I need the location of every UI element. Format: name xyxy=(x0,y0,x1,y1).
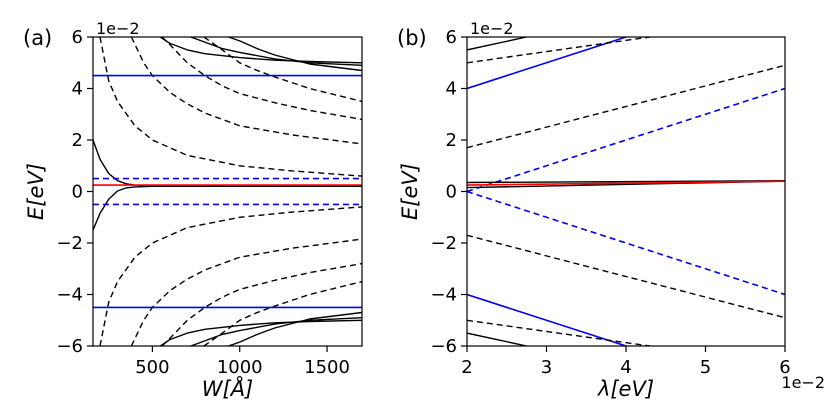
panel-a-x-tick-label: 500 xyxy=(135,357,169,378)
panel-b-frame xyxy=(466,36,786,347)
panel-b-label: (b) xyxy=(397,26,427,50)
panel-b-y-offset: 1e−2 xyxy=(470,19,514,38)
panel-a-y-axis-label: E[eV] xyxy=(24,163,48,220)
panel-a-y-tick-label: −6 xyxy=(56,336,83,357)
panel-a-label: (a) xyxy=(23,26,52,50)
panel-a-y-tick-label: 0 xyxy=(72,182,83,203)
panel-b-series-6-black-dashed xyxy=(467,37,650,64)
panel-b-y-tick-label: −2 xyxy=(430,233,457,254)
panel-a-series-8-black-dashed xyxy=(203,37,362,103)
panel-a-series-1-black-solid xyxy=(93,185,362,231)
panel-a-series-11-black-solid xyxy=(228,311,362,346)
panel-b-y-tick-label: −6 xyxy=(430,336,457,357)
panel-b-x-axis-label: λ[eV] xyxy=(597,377,654,401)
panel-a-series-12-black-dashed xyxy=(99,206,362,346)
panel-a-series-13-black-dashed xyxy=(130,238,362,346)
panel-a-series-15-black-dashed xyxy=(203,280,362,346)
panel-a-series-4-black-solid xyxy=(228,37,362,72)
panel-b-x-tick-label: 2 xyxy=(461,357,472,378)
panel-a-x-axis-label: W[Å] xyxy=(202,375,254,401)
panel-a-frame xyxy=(92,36,363,347)
panel-b-x-tick-label: 5 xyxy=(700,357,711,378)
panel-b: (b) 1e−2 1e−2 λ[eV] E[eV] 2 3 4 5 6 −6 −4 −2 0 2 4… xyxy=(397,19,825,401)
panel-a-series-6-black-dashed xyxy=(130,37,362,145)
panel-b-x-tick-label: 3 xyxy=(541,357,552,378)
panel-b-y-tick-label: 0 xyxy=(446,182,457,203)
panel-b-y-axis-label: E[eV] xyxy=(398,163,422,220)
panel-a-series-2-black-solid xyxy=(159,37,362,64)
panel-b-series-12-red-solid xyxy=(467,180,785,186)
panel-b-y-tick-label: 4 xyxy=(446,79,457,100)
panel-b-series-3-blue-dashed xyxy=(467,190,785,296)
panel-b-series-2-blue-dashed xyxy=(467,87,785,193)
panel-b-y-tick-label: 6 xyxy=(446,27,457,48)
panel-b-series-4-black-solid xyxy=(467,37,527,51)
panel-b-series-1-blue-solid xyxy=(467,293,627,346)
panel-b-series-5-black-solid xyxy=(467,332,527,346)
panel-a-y-tick-label: 2 xyxy=(72,130,83,151)
panel-a-y-tick-label: 4 xyxy=(72,79,83,100)
panel-b-y-tick-label: 2 xyxy=(446,130,457,151)
panel-a-series-3-black-solid xyxy=(190,37,362,66)
panel-b-series-9-black-dashed xyxy=(467,234,785,319)
panel-a-y-tick-label: −4 xyxy=(56,285,83,306)
panel-a-series-10-black-solid xyxy=(190,317,362,346)
panel-a-y-offset: 1e−2 xyxy=(96,19,140,38)
panel-b-x-offset: 1e−2 xyxy=(781,373,825,392)
panel-b-series-0-blue-solid xyxy=(467,37,627,90)
panel-a-series-9-black-solid xyxy=(159,319,362,346)
panel-a-x-tick-label: 1500 xyxy=(304,357,350,378)
panel-a-y-tick-label: 6 xyxy=(72,27,83,48)
panel-b-x-tick-label: 6 xyxy=(779,357,790,378)
panel-a-series-5-black-dashed xyxy=(99,37,362,177)
panel-b-x-tick-label: 4 xyxy=(620,357,631,378)
panel-b-series-8-black-dashed xyxy=(467,64,785,149)
panel-a-x-tick-label: 1000 xyxy=(217,357,263,378)
panel-a-y-tick-label: −2 xyxy=(56,233,83,254)
panel-b-plot-area xyxy=(467,37,785,346)
panel-b-series-7-black-dashed xyxy=(467,319,650,346)
panel-a: (a) 1e−2 W[Å] E[eV] 500 1000 1500 −6 −4 −2 0 2 4… xyxy=(23,19,363,401)
panel-b-y-tick-label: −4 xyxy=(430,285,457,306)
panel-b-series-10-black-solid xyxy=(467,180,785,184)
panel-a-plot-area xyxy=(93,37,362,346)
